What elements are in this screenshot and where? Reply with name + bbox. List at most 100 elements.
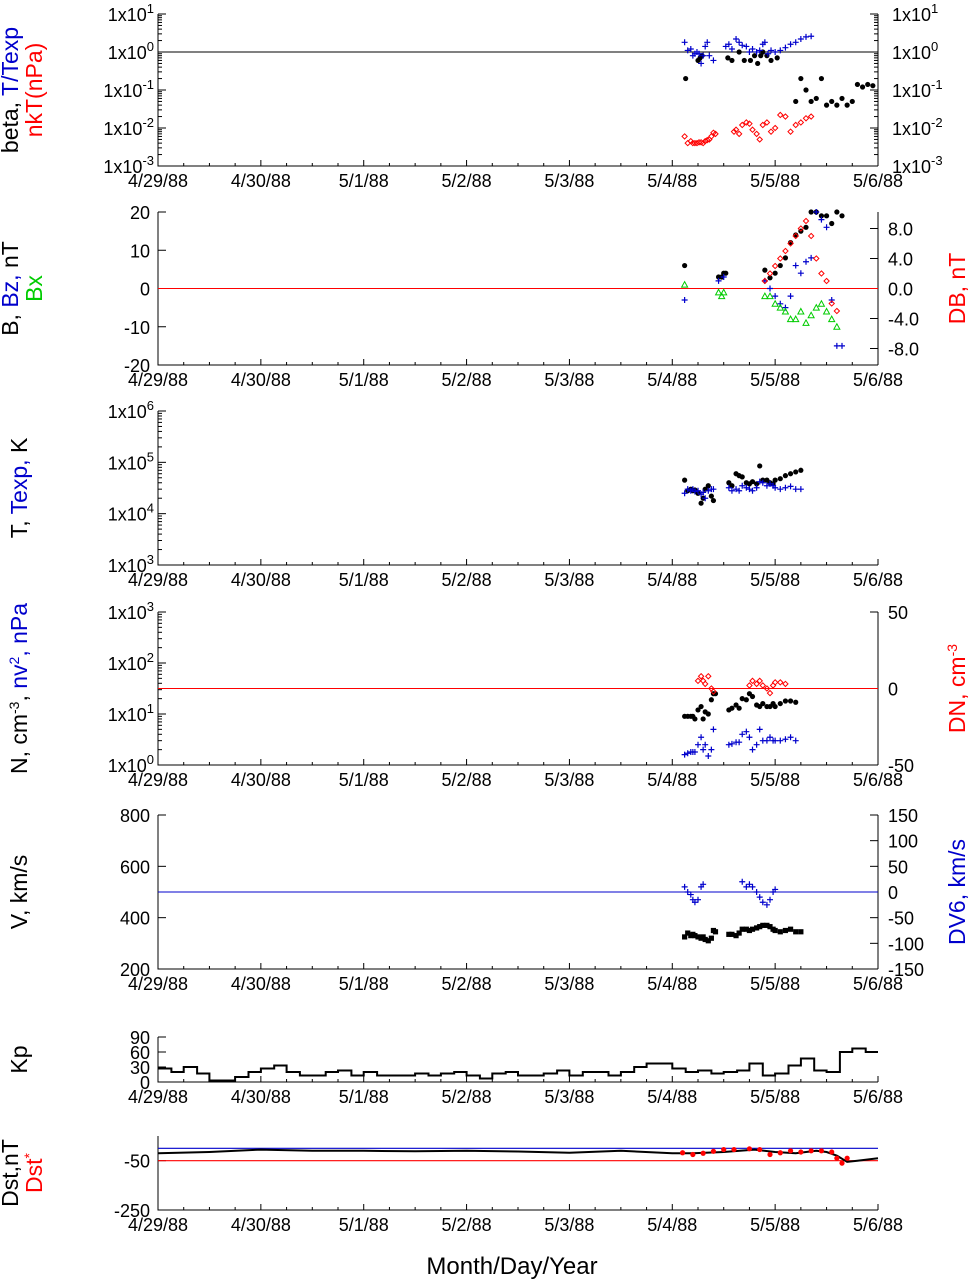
data-point [781,307,790,315]
data-point [681,490,688,497]
data-point [817,299,826,307]
data-point [782,247,789,255]
y-tick-label: 20 [130,203,150,223]
data-point [828,300,836,307]
y-right-tick-label: 1x100 [892,39,938,63]
y-right-tick-label: 1x101 [892,1,938,25]
x-tick-label: 4/30/88 [231,1215,291,1235]
data-point [736,49,742,55]
data-point [776,679,784,686]
y-tick-label: 1x10-3 [103,153,154,177]
data-point [793,98,799,105]
data-point [803,258,809,265]
x-tick-label: 4/29/88 [128,1215,188,1235]
data-point [818,270,825,277]
data-point [685,930,691,936]
data-point [692,933,698,939]
data-point [792,39,799,46]
data-point [753,889,760,895]
y-tick-label: 1x102 [108,650,154,674]
data-point [792,121,800,129]
data-point [754,925,760,931]
data-point [767,480,773,487]
y-axis-label-2: nkT(nPa) [21,43,47,138]
x-tick-label: 5/2/88 [442,570,492,590]
y2-tick-label: -50 [888,756,914,776]
data-point [749,693,756,700]
data-point [753,484,760,491]
data-point [682,477,688,483]
y-tick-label: 30 [130,1058,150,1078]
data-point [733,933,739,939]
data-point [681,39,688,46]
y-tick-label: 1x103 [108,552,154,576]
data-point [777,700,783,707]
x-tick-label: 5/5/88 [750,570,800,590]
y-tick-label: 1x10-1 [103,77,154,101]
data-point [791,315,800,323]
data-point [732,126,740,134]
data-point [812,303,821,311]
data-point [725,41,732,48]
data-point [743,119,750,126]
y2-tick-label: 0 [888,680,898,700]
data-point [797,270,804,277]
data-point [710,1148,717,1154]
data-point [691,488,698,495]
x-tick-label: 5/3/88 [544,974,594,994]
data-point [797,486,804,493]
data-point [777,486,784,493]
data-point [833,342,840,349]
x-tick-label: 5/5/88 [750,1087,800,1107]
data-point [793,232,799,238]
x-tick-label: 5/1/88 [339,570,389,590]
data-point [793,469,799,475]
data-point [828,296,835,303]
y-tick-label: -50 [124,1152,150,1172]
y-tick-label: -10 [124,318,150,338]
x-tick-label: 5/2/88 [442,171,492,191]
data-point [772,477,778,483]
x-tick-label: 5/3/88 [544,171,594,191]
x-tick-label: 5/3/88 [544,370,594,390]
data-point [792,486,799,493]
data-point [682,262,688,269]
data-point [710,726,717,733]
data-point [747,57,754,64]
data-point [798,75,804,82]
data-point [782,113,789,120]
data-point [729,57,735,64]
y2-tick-label: 150 [888,806,918,826]
data-point [787,41,794,48]
data-point [777,47,784,54]
data-point [691,899,698,906]
data-point [782,680,789,688]
x-tick-label: 5/5/88 [750,171,800,191]
data-point [812,255,820,262]
data-point [694,677,702,685]
data-point [736,705,742,711]
data-point [695,934,701,940]
y2-tick-label: -100 [888,934,924,954]
data-point [803,87,809,93]
data-point [803,224,809,230]
y-tick-label: -20 [124,356,150,376]
data-point [756,677,764,685]
data-point [760,922,766,928]
panel-5: 4/29/88 4/30/88 5/1/88 5/2/88 5/3/88 5/4/88 5/… [6,806,970,994]
data-point [729,483,735,489]
data-point [792,737,799,744]
data-point [700,489,707,496]
data-point [782,736,789,743]
x-tick-label: 4/29/88 [128,171,188,191]
x-tick-label: 5/4/88 [647,770,697,790]
data-point [772,484,779,491]
x-tick-label: 5/2/88 [442,974,492,994]
data-point [743,697,749,703]
data-point [823,102,830,108]
data-point [767,275,773,281]
data-point [787,698,794,704]
data-point [749,126,756,134]
data-point [738,121,746,129]
x-tick-label: 5/6/88 [853,370,903,390]
